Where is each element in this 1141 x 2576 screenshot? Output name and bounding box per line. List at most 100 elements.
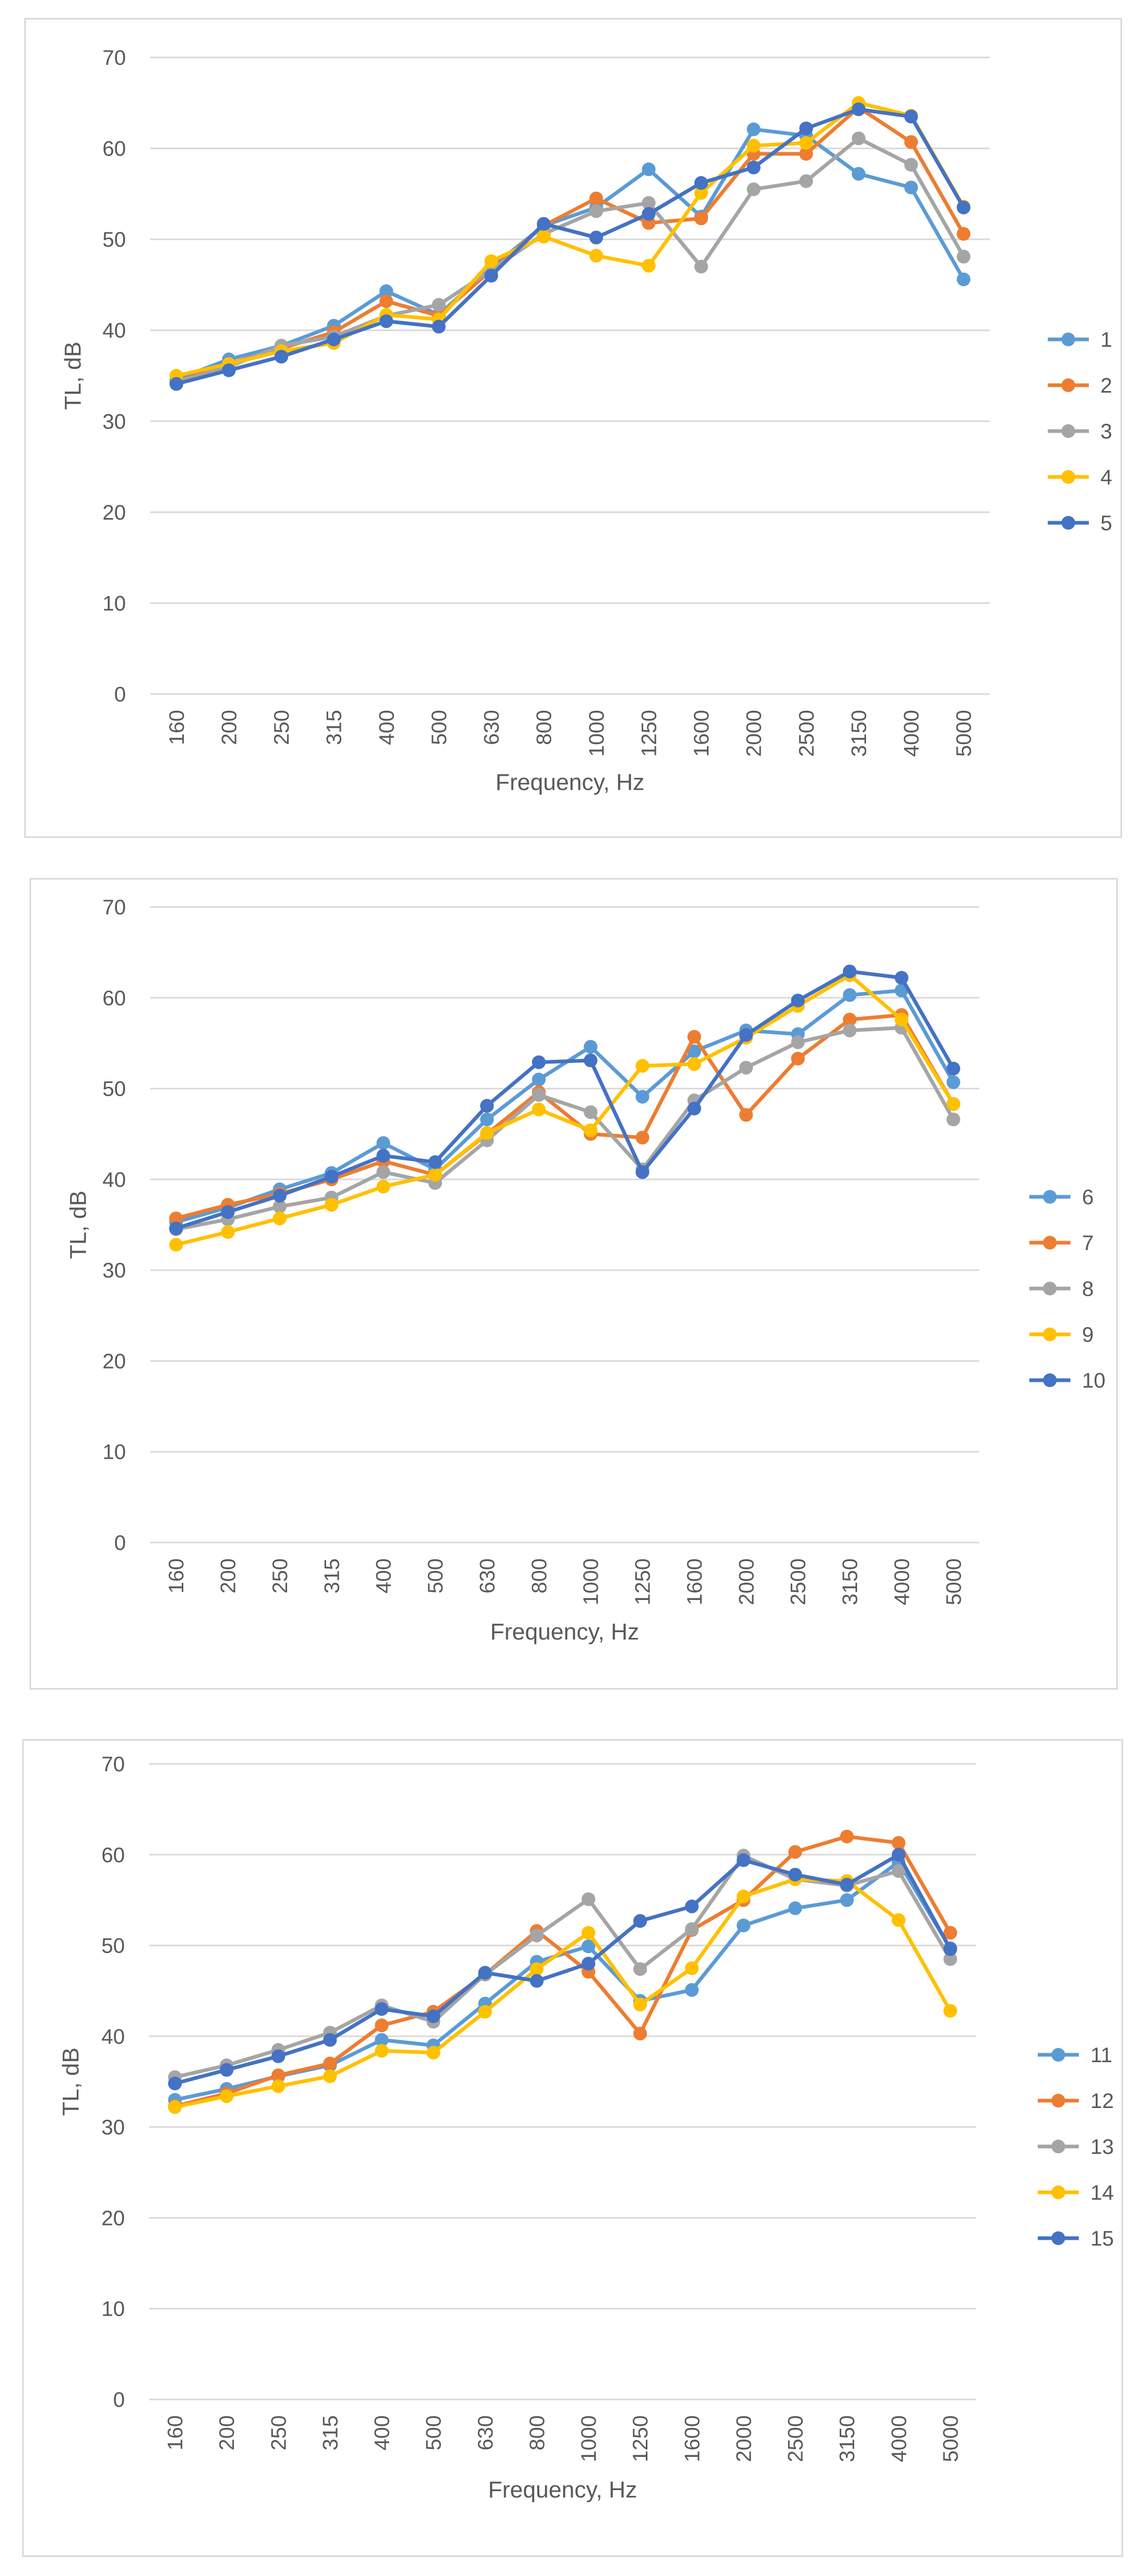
data-point (642, 207, 656, 221)
y-tick-label: 10 (102, 2298, 125, 2321)
data-point (694, 211, 709, 226)
data-point (736, 1889, 751, 1904)
data-point (791, 1035, 805, 1049)
data-point (633, 2026, 647, 2041)
legend-entry-10: 10 (1029, 1369, 1106, 1392)
data-point (376, 1136, 390, 1150)
data-point (589, 230, 603, 245)
data-point (484, 254, 498, 268)
x-tick-label: 3150 (839, 1558, 862, 1605)
legend-label: 8 (1082, 1277, 1094, 1301)
y-tick-label: 30 (103, 1259, 126, 1282)
data-point (946, 1097, 960, 1111)
data-point (642, 162, 656, 177)
data-point (584, 1040, 598, 1054)
data-point (642, 196, 656, 210)
data-point (851, 102, 865, 116)
x-tick-label: 3150 (836, 2415, 859, 2462)
legend-label: 6 (1082, 1186, 1094, 1209)
x-tick-label: 315 (323, 710, 346, 745)
y-tick-label: 20 (102, 2207, 125, 2230)
x-tick-label: 4000 (890, 1558, 913, 1605)
data-point (891, 1913, 906, 1927)
data-point (584, 1053, 598, 1068)
legend-entry-14: 14 (1038, 2181, 1114, 2204)
data-point (843, 1012, 857, 1027)
y-tick-label: 10 (103, 592, 126, 615)
data-point (788, 1901, 802, 1915)
legend-entry-1: 1 (1048, 328, 1112, 352)
legend-marker (1061, 470, 1075, 484)
data-point (851, 131, 865, 145)
series-11 (168, 1855, 957, 2107)
data-point (685, 1922, 699, 1936)
series-line (174, 1860, 952, 2102)
legend-marker (1043, 1328, 1057, 1341)
data-point (943, 2004, 957, 2018)
data-point (480, 1113, 494, 1127)
data-point (635, 1090, 650, 1104)
y-axis-title: TL, dB (65, 1191, 91, 1259)
legend-marker (1051, 2094, 1065, 2107)
y-tick-label: 0 (114, 1531, 126, 1555)
data-point (843, 964, 857, 979)
data-point (642, 259, 656, 273)
x-tick-label: 200 (218, 710, 241, 745)
y-tick-label: 70 (102, 1753, 125, 1776)
y-tick-label: 20 (103, 501, 126, 524)
series-line (175, 1026, 955, 1232)
x-tick-label: 1000 (577, 2415, 601, 2462)
legend-label: 14 (1090, 2181, 1114, 2204)
data-point (739, 1060, 753, 1075)
legend-marker (1061, 424, 1075, 438)
data-point (736, 1918, 751, 1933)
data-point (529, 1974, 544, 1988)
data-point (788, 1845, 802, 1859)
x-axis-title: Frequency, Hz (490, 1619, 640, 1645)
legend-entry-3: 3 (1048, 420, 1112, 443)
legend-marker (1043, 1282, 1057, 1295)
data-point (532, 1102, 546, 1117)
data-point (323, 2069, 337, 2083)
data-point (169, 1237, 183, 1252)
y-tick-label: 50 (103, 1078, 126, 1101)
legend-label: 13 (1090, 2135, 1114, 2159)
series-line (175, 1013, 955, 1221)
data-point (480, 1099, 494, 1113)
data-point (685, 1983, 699, 1997)
data-point (694, 259, 709, 274)
legend-label: 2 (1100, 374, 1112, 397)
data-point (746, 160, 761, 174)
series-line (174, 1853, 952, 2079)
series-15 (168, 1848, 957, 2091)
legend-marker (1051, 2048, 1065, 2062)
data-point (891, 1836, 906, 1850)
data-point (376, 1149, 390, 1163)
x-tick-label: 400 (372, 1558, 396, 1594)
legend-marker (1061, 333, 1075, 346)
data-point (957, 200, 971, 214)
data-point (799, 174, 813, 188)
x-tick-label: 4000 (900, 710, 923, 757)
data-point (840, 1893, 854, 1907)
data-point (221, 1225, 235, 1239)
data-point (375, 2018, 389, 2033)
data-point (694, 186, 709, 200)
data-point (532, 1088, 546, 1102)
data-point (168, 2076, 182, 2091)
x-tick-label: 250 (270, 710, 293, 745)
legend-entry-4: 4 (1048, 466, 1112, 489)
x-tick-label: 1250 (637, 710, 661, 757)
data-point (891, 1864, 906, 1878)
x-tick-label: 500 (424, 1558, 447, 1594)
data-point (428, 1155, 442, 1169)
x-tick-label: 160 (165, 710, 189, 745)
x-tick-label: 1000 (579, 1558, 603, 1605)
data-point (687, 1030, 701, 1044)
data-point (894, 971, 909, 985)
x-tick-label: 2000 (732, 2415, 755, 2462)
data-point (428, 1168, 442, 1182)
legend-entry-15: 15 (1038, 2227, 1114, 2250)
legend-entry-13: 13 (1038, 2135, 1114, 2159)
